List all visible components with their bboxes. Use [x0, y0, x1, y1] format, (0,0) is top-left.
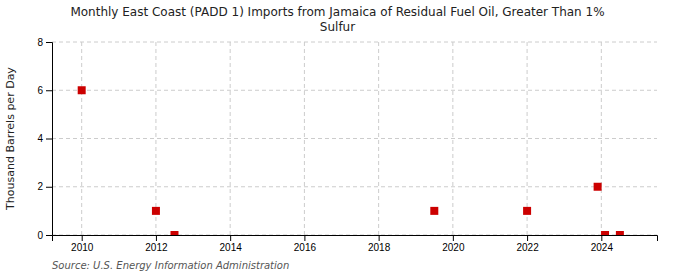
tick: 8: [37, 37, 52, 48]
grid-line-y: [52, 90, 657, 91]
point: [170, 231, 178, 235]
axis-line: [53, 236, 658, 242]
tick: 0: [37, 230, 52, 241]
source: Source: U.S. Energy Information Administ…: [52, 260, 289, 271]
tick-mark: [379, 235, 380, 241]
tick-mark: [304, 235, 305, 241]
tick-label: 2024: [591, 242, 614, 253]
grid-line-y: [52, 186, 657, 187]
grid: [52, 42, 657, 235]
grid-line-x: [155, 42, 156, 235]
tick: 6: [37, 85, 52, 96]
tick-label: 0: [37, 230, 43, 241]
tick: 2014: [220, 235, 243, 253]
y-axis-title: Thousand Barrels per Day: [4, 67, 17, 211]
plot: 2010 2012 2014 2016 2018 2020 2022 2024 0 2 4 6 8: [37, 37, 657, 253]
tick-mark: [46, 42, 52, 43]
tick-mark: [46, 187, 52, 188]
title: Monthly East Coast (PADD 1) Imports from…: [70, 5, 604, 34]
tick: 2018: [368, 235, 391, 253]
point: [523, 207, 531, 215]
x-axis: 2010 2012 2014 2016 2018 2020 2022 2024: [53, 235, 658, 253]
tick-mark: [230, 235, 231, 241]
tick-label: 2014: [220, 242, 243, 253]
point: [78, 86, 86, 94]
grid-line-x: [527, 42, 528, 235]
chart: 2010 2012 2014 2016 2018 2020 2022 2024 0 2 4 6 8 Mon…: [0, 0, 675, 275]
tick: 2: [37, 181, 52, 192]
y-axis: 0 2 4 6 8: [37, 37, 52, 241]
tick-mark: [82, 235, 83, 241]
tick: 2010: [71, 235, 94, 253]
tick-label: 6: [37, 85, 43, 96]
tick: 2022: [516, 235, 539, 253]
tick-label: 2010: [71, 242, 94, 253]
grid-line-y: [52, 138, 657, 139]
points: [78, 86, 624, 235]
tick: 2016: [294, 235, 317, 253]
point: [152, 207, 160, 215]
tick: 4: [37, 133, 52, 144]
point: [601, 231, 609, 235]
tick-mark: [46, 235, 52, 236]
tick-label: 2016: [294, 242, 317, 253]
tick: 2020: [442, 235, 465, 253]
tick-label: 8: [37, 37, 43, 48]
tick-mark: [156, 235, 157, 241]
tick-mark: [453, 235, 454, 241]
tick-mark: [46, 139, 52, 140]
point: [616, 231, 624, 235]
tick-label: 2: [37, 181, 43, 192]
tick: 2012: [145, 235, 168, 253]
tick-mark: [46, 90, 52, 91]
point: [594, 183, 602, 191]
tick-label: 2022: [516, 242, 539, 253]
point: [430, 207, 438, 215]
tick-label: 2020: [442, 242, 465, 253]
tick-label: 4: [37, 133, 43, 144]
tick: 2024: [591, 235, 614, 253]
tick-mark: [601, 235, 602, 241]
tick-mark: [527, 235, 528, 241]
axis-line: [46, 43, 53, 236]
grid-line-y: [52, 42, 657, 43]
tick-label: 2012: [145, 242, 168, 253]
tick-label: 2018: [368, 242, 391, 253]
grid-line-x: [378, 42, 379, 235]
